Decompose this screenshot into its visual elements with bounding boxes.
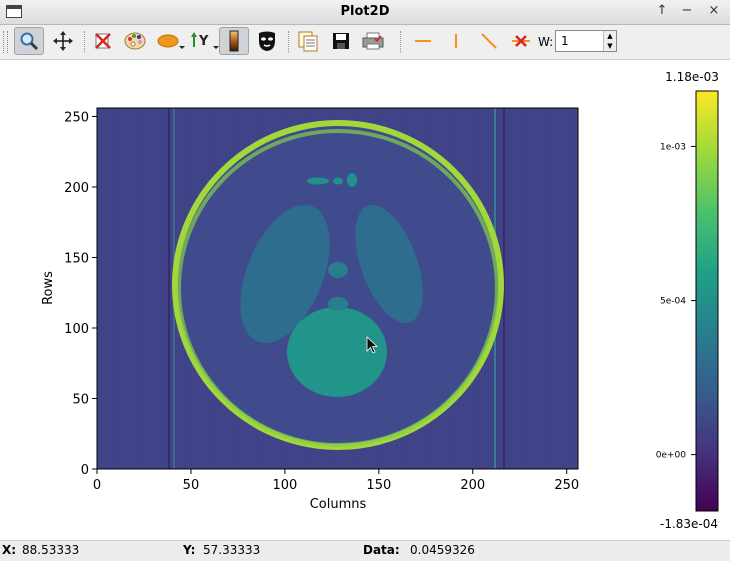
line-width-value[interactable]: 1: [561, 34, 569, 48]
mask-icon: [259, 31, 275, 51]
svg-text:Y: Y: [198, 34, 209, 49]
data-value-label: Data:: [363, 543, 400, 557]
y-tick-label: 100: [64, 322, 89, 337]
colormap-button[interactable]: [120, 27, 150, 55]
pan-mode-button[interactable]: [48, 27, 78, 55]
x-tick-label: 100: [272, 478, 297, 493]
y-axis-label: Rows: [41, 271, 56, 305]
save-icon: [333, 33, 349, 49]
palette-icon: [124, 32, 146, 50]
y-axis: 0 50 100 150 200 250: [64, 110, 97, 478]
axes-frame: [96, 107, 579, 470]
clear-profile-icon: [512, 35, 530, 47]
copy-button[interactable]: [293, 27, 323, 55]
save-button[interactable]: [326, 27, 356, 55]
toolbar-grip[interactable]: [3, 31, 8, 53]
x-tick-label: 50: [183, 478, 200, 493]
mouse-pointer-icon: [366, 336, 379, 354]
print-button[interactable]: [358, 27, 388, 55]
y-tick-label: 250: [64, 110, 89, 125]
line-width-spinbox[interactable]: 1 ▲ ▼: [555, 30, 617, 52]
vertical-line-icon: [455, 34, 457, 48]
reset-zoom-button[interactable]: [88, 27, 118, 55]
aspect-ratio-button[interactable]: [154, 27, 188, 55]
x-tick-label: 150: [366, 478, 391, 493]
colorbar-icon: [229, 30, 239, 52]
spin-arrows-icon[interactable]: ▲ ▼: [603, 31, 616, 51]
x-tick-label: 0: [93, 478, 101, 493]
zoom-mode-button[interactable]: [14, 27, 44, 55]
x-tick-label: 250: [554, 478, 579, 493]
keep-above-button[interactable]: ↑: [656, 3, 668, 18]
colorbar-tick-label: 0e+00: [656, 451, 687, 461]
line-profile-button[interactable]: [474, 27, 504, 55]
y-coord-label: Y:: [183, 543, 196, 557]
diagonal-line-icon: [481, 33, 497, 49]
colorbar: [695, 90, 719, 512]
colorbar-max-label: 1.18e-03: [665, 70, 719, 84]
toolbar-separator: [400, 31, 401, 53]
minimize-button[interactable]: −: [681, 3, 693, 18]
y-axis-orientation-button[interactable]: Y: [188, 27, 222, 55]
colorbar-min-label: -1.83e-04: [660, 517, 718, 531]
colorbar-toggle-button[interactable]: [219, 27, 249, 55]
toolbar-separator: [84, 31, 85, 53]
window-menu-icon[interactable]: [6, 5, 22, 18]
data-value: 0.0459326: [410, 543, 475, 557]
print-icon: [362, 32, 384, 50]
y-axis-icon: Y: [191, 32, 219, 49]
toolbar: Y: [0, 25, 730, 60]
colorbar-tick-label: 5e-04: [660, 297, 686, 307]
x-coord-label: X:: [2, 543, 17, 557]
y-coord-value: 57.33333: [203, 543, 261, 557]
colorbar-ticks: 1e-03 5e-04 0e+00: [656, 142, 696, 461]
line-width-label: W:: [538, 35, 554, 49]
copy-icon: [298, 31, 318, 52]
zoom-reset-icon: [95, 33, 111, 49]
magnifier-icon: [20, 32, 39, 51]
toolbar-separator: [288, 31, 289, 53]
x-axis: 0 50 100 150 200 250: [93, 469, 579, 493]
status-bar: X: 88.53333 Y: 57.33333 Data: 0.0459326: [0, 540, 730, 561]
y-tick-label: 200: [64, 181, 89, 196]
window-title: Plot2D: [340, 4, 390, 19]
colorbar-tick-label: 1e-03: [660, 142, 686, 152]
ellipse-icon: [157, 34, 185, 49]
x-axis-label: Columns: [310, 497, 367, 512]
vertical-profile-button[interactable]: [441, 27, 471, 55]
horizontal-line-icon: [415, 40, 431, 42]
x-coord-value: 88.53333: [22, 543, 80, 557]
pan-arrows-icon: [53, 31, 73, 51]
plot-area: 0 50 100 150 200 250 0 50 100 150 200 250 Columns …: [0, 60, 730, 538]
close-button[interactable]: ×: [708, 3, 720, 18]
title-bar: Plot2D ↑ − ×: [0, 0, 730, 25]
y-tick-label: 150: [64, 251, 89, 266]
mask-tool-button[interactable]: [252, 27, 282, 55]
clear-profile-button[interactable]: [506, 27, 536, 55]
y-tick-label: 0: [81, 463, 89, 478]
horizontal-profile-button[interactable]: [408, 27, 438, 55]
x-tick-label: 200: [460, 478, 485, 493]
heatmap-image[interactable]: [97, 108, 578, 469]
y-tick-label: 50: [72, 392, 89, 407]
